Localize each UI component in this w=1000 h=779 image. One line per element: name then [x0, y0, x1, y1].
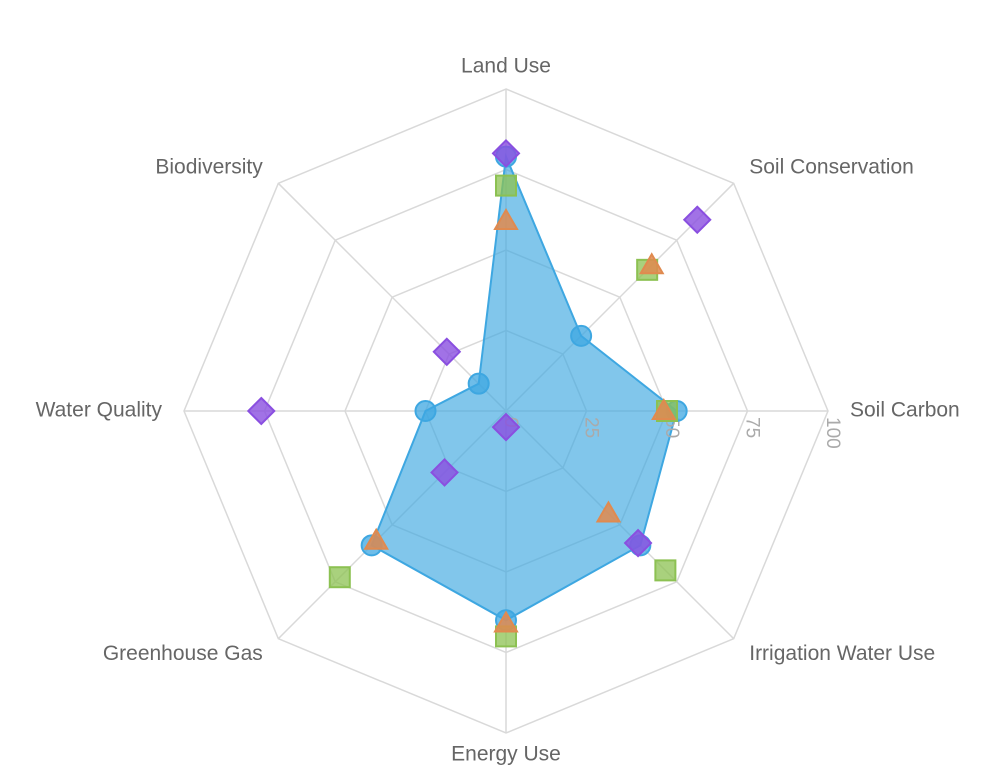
category-label: Water Quality — [36, 399, 163, 422]
spoke — [277, 182, 507, 412]
r-tick-label: 25 — [580, 417, 601, 438]
r-tick-label: 50 — [661, 417, 682, 438]
marker — [682, 205, 712, 235]
marker — [491, 138, 521, 168]
marker — [493, 610, 519, 633]
category-label: Land Use — [461, 55, 551, 78]
marker — [638, 252, 665, 275]
marker — [495, 174, 517, 197]
marker — [570, 324, 593, 347]
category-label: Soil Conservation — [749, 155, 914, 178]
marker — [363, 527, 389, 550]
marker — [623, 528, 653, 558]
marker — [328, 566, 351, 589]
category-label: Energy Use — [451, 743, 561, 766]
r-tick-label: 75 — [741, 417, 762, 438]
category-label: Biodiversity — [155, 155, 263, 178]
marker — [493, 208, 519, 231]
category-label: Irrigation Water Use — [749, 642, 935, 665]
marker — [491, 412, 521, 442]
marker — [432, 337, 462, 367]
marker — [595, 500, 622, 523]
marker — [651, 398, 677, 420]
marker — [467, 372, 490, 395]
marker — [414, 400, 437, 422]
marker — [430, 458, 459, 487]
category-label: Greenhouse Gas — [103, 642, 263, 665]
category-label: Soil Carbon — [850, 399, 960, 422]
marker — [654, 559, 677, 582]
r-tick-label: 100 — [822, 417, 843, 449]
marker — [246, 396, 276, 426]
